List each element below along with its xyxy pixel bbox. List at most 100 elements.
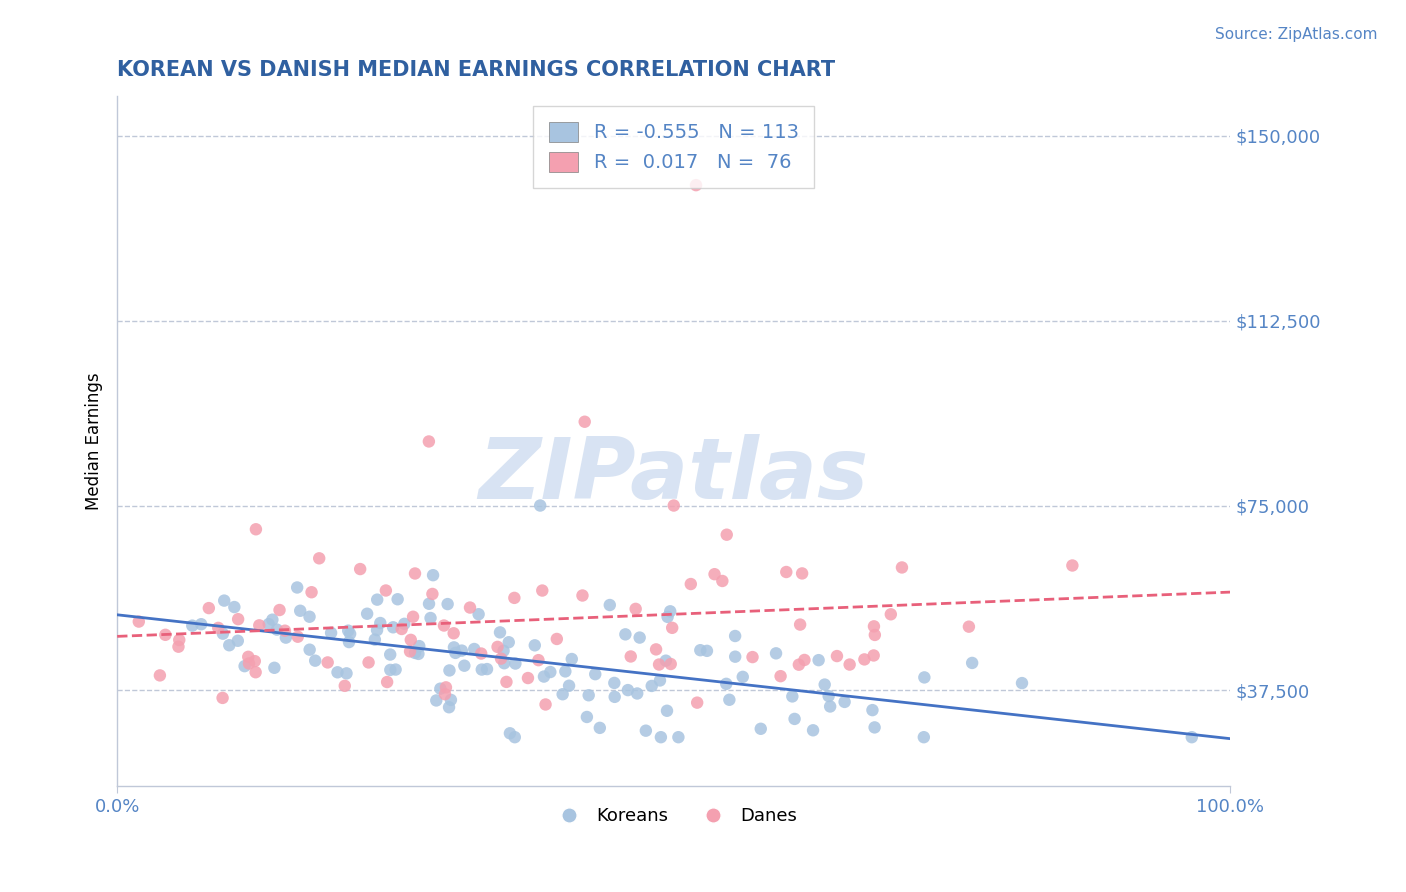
Point: [198, 601, 221, 615]
Point: [404, 566, 426, 581]
Point: [765, 646, 787, 660]
Point: [749, 722, 772, 736]
Point: [789, 617, 811, 632]
Point: [301, 585, 323, 599]
Point: [589, 721, 612, 735]
Point: [661, 621, 683, 635]
Point: [863, 619, 886, 633]
Point: [224, 600, 246, 615]
Point: [238, 649, 260, 664]
Point: [298, 642, 321, 657]
Point: [696, 644, 718, 658]
Point: [838, 657, 860, 672]
Point: [274, 631, 297, 645]
Point: [444, 646, 467, 660]
Point: [787, 657, 810, 672]
Point: [467, 607, 489, 622]
Point: [443, 626, 465, 640]
Point: [408, 639, 430, 653]
Point: [648, 657, 671, 672]
Point: [554, 665, 576, 679]
Point: [716, 527, 738, 541]
Point: [422, 587, 444, 601]
Point: [624, 602, 647, 616]
Point: [617, 683, 640, 698]
Point: [716, 677, 738, 691]
Point: [825, 649, 848, 664]
Point: [499, 726, 522, 740]
Point: [807, 653, 830, 667]
Point: [620, 649, 643, 664]
Point: [546, 632, 568, 646]
Point: [571, 589, 593, 603]
Point: [471, 663, 494, 677]
Point: [274, 624, 297, 638]
Point: [149, 668, 172, 682]
Point: [534, 698, 557, 712]
Point: [374, 583, 396, 598]
Point: [337, 635, 360, 649]
Point: [801, 723, 824, 738]
Point: [668, 730, 690, 744]
Point: [679, 577, 702, 591]
Point: [212, 593, 235, 607]
Point: [529, 499, 551, 513]
Point: [523, 638, 546, 652]
Point: [475, 662, 498, 676]
Point: [463, 642, 485, 657]
Point: [316, 656, 339, 670]
Point: [583, 667, 606, 681]
Point: [391, 622, 413, 636]
Point: [531, 583, 554, 598]
Point: [418, 434, 440, 449]
Point: [368, 615, 391, 630]
Point: [266, 623, 288, 637]
Point: [167, 640, 190, 654]
Point: [783, 712, 806, 726]
Point: [404, 646, 426, 660]
Point: [349, 562, 371, 576]
Point: [399, 644, 422, 658]
Point: [304, 654, 326, 668]
Point: [439, 664, 461, 678]
Point: [218, 638, 240, 652]
Point: [724, 629, 747, 643]
Point: [440, 693, 463, 707]
Y-axis label: Median Earnings: Median Earnings: [86, 373, 103, 510]
Point: [366, 592, 388, 607]
Point: [384, 663, 406, 677]
Point: [689, 643, 711, 657]
Point: [262, 613, 284, 627]
Point: [333, 679, 356, 693]
Point: [290, 604, 312, 618]
Point: [285, 581, 308, 595]
Point: [287, 630, 309, 644]
Point: [853, 652, 876, 666]
Point: [243, 654, 266, 668]
Point: [380, 663, 402, 677]
Point: [226, 612, 249, 626]
Point: [458, 600, 481, 615]
Point: [207, 621, 229, 635]
Point: [731, 670, 754, 684]
Point: [337, 624, 360, 638]
Point: [657, 610, 679, 624]
Point: [366, 623, 388, 637]
Point: [503, 730, 526, 744]
Point: [335, 666, 357, 681]
Point: [880, 607, 903, 622]
Point: [399, 632, 422, 647]
Point: [495, 674, 517, 689]
Text: KOREAN VS DANISH MEDIAN EARNINGS CORRELATION CHART: KOREAN VS DANISH MEDIAN EARNINGS CORRELA…: [117, 60, 835, 79]
Point: [527, 653, 550, 667]
Point: [212, 626, 235, 640]
Point: [233, 659, 256, 673]
Point: [226, 633, 249, 648]
Point: [862, 648, 884, 663]
Point: [422, 568, 444, 582]
Point: [450, 643, 472, 657]
Point: [782, 690, 804, 704]
Point: [453, 658, 475, 673]
Point: [703, 567, 725, 582]
Point: [662, 499, 685, 513]
